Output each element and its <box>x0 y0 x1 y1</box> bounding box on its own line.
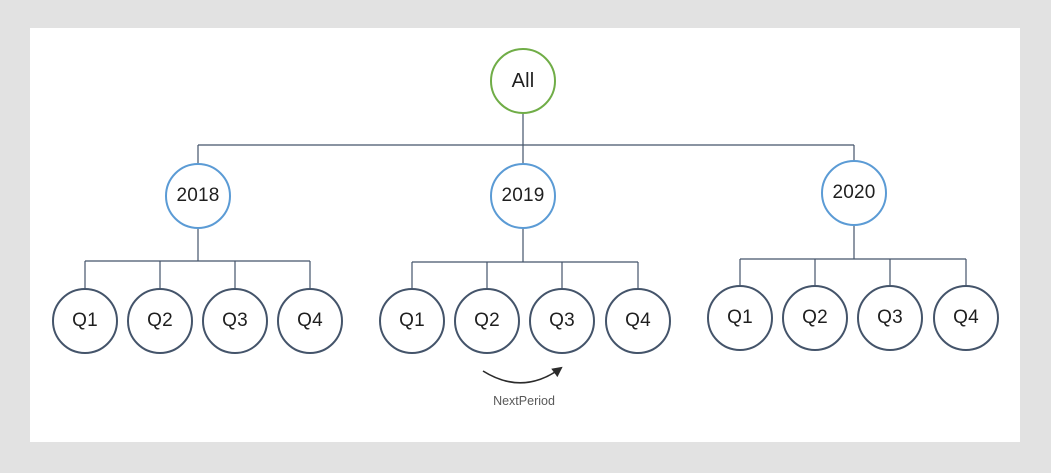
quarter-node-label: Q3 <box>222 310 248 331</box>
quarter-node-2018-q3[interactable]: Q3 <box>202 288 268 354</box>
quarter-node-2018-q4[interactable]: Q4 <box>277 288 343 354</box>
year-node-2019[interactable]: 2019 <box>490 163 556 229</box>
quarter-node-label: Q2 <box>474 310 500 331</box>
quarter-node-2020-q2[interactable]: Q2 <box>782 285 848 351</box>
quarter-node-label: Q1 <box>399 310 425 331</box>
quarter-node-2019-q2[interactable]: Q2 <box>454 288 520 354</box>
year-node-label: 2019 <box>501 185 545 206</box>
next-period-label: NextPeriod <box>493 394 555 408</box>
quarter-node-2020-q1[interactable]: Q1 <box>707 285 773 351</box>
quarter-node-2018-q1[interactable]: Q1 <box>52 288 118 354</box>
quarter-node-label: Q4 <box>953 307 979 328</box>
root-node-label: All <box>511 69 535 92</box>
quarter-node-label: Q3 <box>549 310 575 331</box>
quarter-node-label: Q3 <box>877 307 903 328</box>
year-node-2018[interactable]: 2018 <box>165 163 231 229</box>
quarter-node-2019-q1[interactable]: Q1 <box>379 288 445 354</box>
quarter-node-2019-q3[interactable]: Q3 <box>529 288 595 354</box>
diagram-canvas: All 2018 2019 2020 Q1 Q2 Q3 Q4 Q1 Q2 Q3 … <box>30 28 1020 442</box>
quarter-node-2018-q2[interactable]: Q2 <box>127 288 193 354</box>
quarter-node-2020-q3[interactable]: Q3 <box>857 285 923 351</box>
year-node-2020[interactable]: 2020 <box>821 160 887 226</box>
quarter-node-label: Q1 <box>727 307 753 328</box>
quarter-node-label: Q2 <box>802 307 828 328</box>
year-node-label: 2018 <box>176 185 220 206</box>
root-node-all[interactable]: All <box>490 48 556 114</box>
year-node-label: 2020 <box>832 182 876 203</box>
quarter-node-label: Q4 <box>625 310 651 331</box>
quarter-node-2020-q4[interactable]: Q4 <box>933 285 999 351</box>
quarter-node-2019-q4[interactable]: Q4 <box>605 288 671 354</box>
next-period-arrow[interactable] <box>482 366 563 384</box>
quarter-node-label: Q1 <box>72 310 98 331</box>
quarter-node-label: Q2 <box>147 310 173 331</box>
connector-layer <box>84 114 967 384</box>
quarter-node-label: Q4 <box>297 310 323 331</box>
